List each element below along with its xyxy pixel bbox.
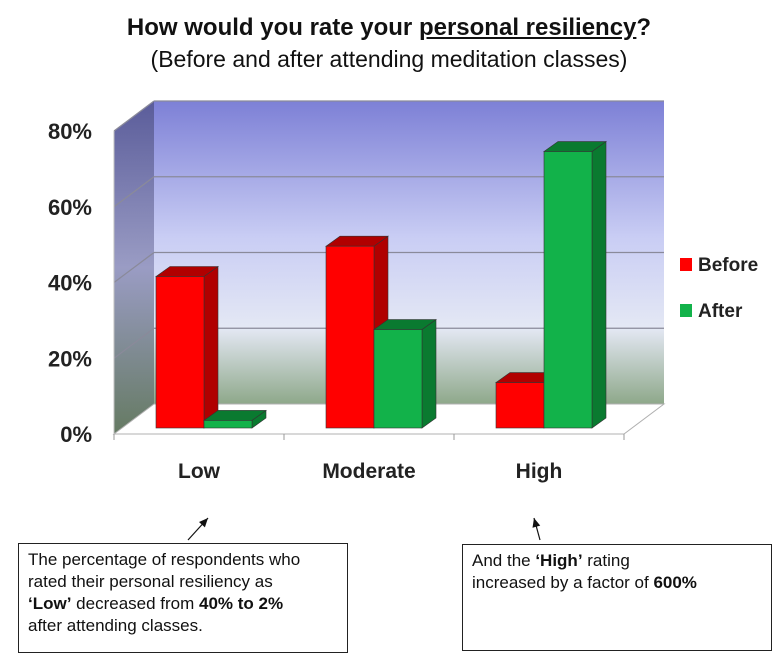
note2-factor-bold: 600% xyxy=(653,573,697,592)
bar-after-low xyxy=(203,409,267,429)
bar-front xyxy=(543,151,593,429)
note1-line1: The percentage of respondents who xyxy=(28,550,301,569)
title-suffix: ? xyxy=(636,14,652,41)
chart-title: How would you rate your personal resilie… xyxy=(0,14,778,42)
bar-after-high xyxy=(543,140,607,429)
bar-front xyxy=(325,245,375,429)
gridline-side xyxy=(113,251,155,284)
x-tick-label: High xyxy=(516,460,563,483)
arrow-high-head xyxy=(532,518,541,528)
note1-line4: after attending classes. xyxy=(28,616,203,635)
bar-front xyxy=(155,276,205,429)
y-tick-label: 40% xyxy=(48,271,92,296)
gridline-side xyxy=(113,176,155,208)
y-tick-label: 60% xyxy=(48,195,92,220)
bar-after-moderate xyxy=(373,318,437,429)
bar-front xyxy=(373,329,423,429)
legend-label-after: After xyxy=(698,301,743,322)
note1-low-bold: ‘Low’ xyxy=(28,594,72,613)
legend: Before After xyxy=(680,255,758,322)
legend-swatch-after xyxy=(680,304,692,317)
y-tick-label: 20% xyxy=(48,346,92,371)
x-tick-label: Low xyxy=(178,460,221,483)
bar-side xyxy=(421,318,437,429)
y-tick-label: 0% xyxy=(60,422,92,447)
arrow-low-head xyxy=(198,518,208,528)
legend-label-before: Before xyxy=(698,255,758,276)
bar-side xyxy=(203,265,219,429)
bar-front xyxy=(203,420,253,429)
bar-before-low xyxy=(155,265,219,429)
annotation-arrows xyxy=(187,517,541,541)
title-underlined: personal resiliency xyxy=(418,14,637,41)
bar-side xyxy=(591,140,607,429)
gridline-side xyxy=(113,327,155,359)
y-tick-label: 80% xyxy=(48,119,92,144)
note2-prefix: And the xyxy=(472,551,536,570)
bars xyxy=(155,140,607,429)
annotation-high: And the ‘High’ rating increased by a fac… xyxy=(462,544,772,651)
chart-subtitle: (Before and after attending meditation c… xyxy=(150,46,628,72)
annotation-low: The percentage of respondents who rated … xyxy=(18,543,348,653)
note2-suffix: rating xyxy=(582,551,630,570)
note2-line2-prefix: increased by a factor of xyxy=(472,573,654,592)
note2-line1: And the ‘High’ rating xyxy=(472,550,762,572)
note1-line3: ‘Low’ decreased from 40% to 2% xyxy=(28,593,338,615)
axes: 0% 20% 40% 60% 80% Low Moderate High xyxy=(48,119,625,483)
note1-percent-bold: 40% to 2% xyxy=(199,594,284,613)
title-prefix: How would you rate your xyxy=(126,14,419,41)
x-tick-label: Moderate xyxy=(322,460,415,483)
note1-line3-text: decreased from xyxy=(71,594,200,613)
legend-swatch-before xyxy=(680,258,692,271)
gridline-side xyxy=(113,100,155,132)
note1-line2: rated their personal resiliency as xyxy=(28,572,273,591)
bar-front xyxy=(495,382,545,429)
note2-high-bold: ‘High’ xyxy=(535,551,583,570)
note2-line2: increased by a factor of 600% xyxy=(472,572,762,594)
